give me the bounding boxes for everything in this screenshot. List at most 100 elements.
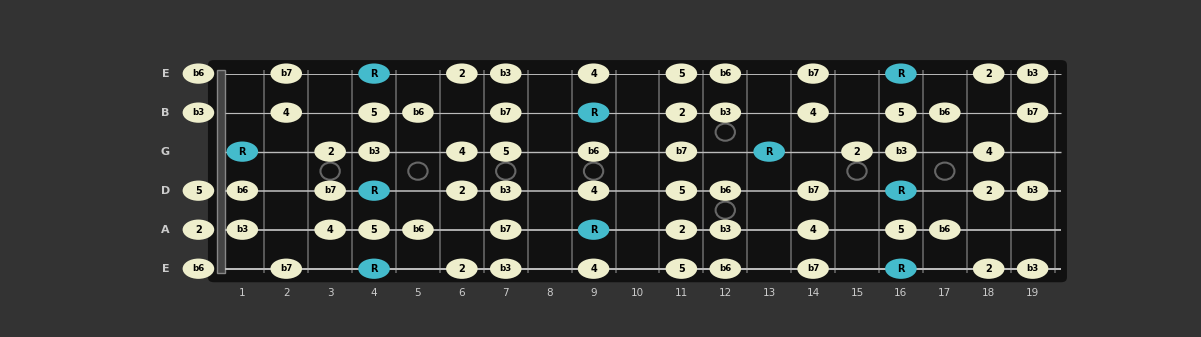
Text: b3: b3 <box>192 108 204 117</box>
Ellipse shape <box>578 258 609 279</box>
Ellipse shape <box>1017 258 1048 279</box>
Ellipse shape <box>578 63 609 84</box>
Text: 6: 6 <box>459 288 465 298</box>
Text: 4: 4 <box>809 225 817 235</box>
Text: b6: b6 <box>719 264 731 273</box>
Ellipse shape <box>183 219 214 240</box>
Ellipse shape <box>578 219 609 240</box>
Text: b7: b7 <box>280 264 292 273</box>
Text: 2: 2 <box>195 225 202 235</box>
Text: b7: b7 <box>807 186 819 195</box>
Text: 4: 4 <box>283 108 289 118</box>
Ellipse shape <box>665 142 697 162</box>
Ellipse shape <box>315 219 346 240</box>
Ellipse shape <box>710 63 741 84</box>
Text: 17: 17 <box>938 288 951 298</box>
Ellipse shape <box>885 102 916 123</box>
FancyBboxPatch shape <box>217 70 225 273</box>
Ellipse shape <box>885 181 916 201</box>
Text: 13: 13 <box>763 288 776 298</box>
Text: R: R <box>370 264 378 274</box>
Text: 11: 11 <box>675 288 688 298</box>
Ellipse shape <box>973 63 1004 84</box>
Text: 14: 14 <box>806 288 820 298</box>
Ellipse shape <box>446 142 478 162</box>
Text: b6: b6 <box>939 108 951 117</box>
FancyBboxPatch shape <box>205 58 1069 284</box>
Text: 1: 1 <box>239 288 246 298</box>
Text: b7: b7 <box>807 69 819 78</box>
Ellipse shape <box>358 219 390 240</box>
Ellipse shape <box>797 102 829 123</box>
Text: b7: b7 <box>324 186 336 195</box>
Text: b6: b6 <box>192 264 204 273</box>
Text: 5: 5 <box>371 225 377 235</box>
Text: R: R <box>370 69 378 79</box>
Ellipse shape <box>753 142 785 162</box>
Text: 5: 5 <box>679 69 685 79</box>
Ellipse shape <box>446 181 478 201</box>
Ellipse shape <box>797 181 829 201</box>
Text: 4: 4 <box>590 264 597 274</box>
Text: b7: b7 <box>500 108 512 117</box>
Ellipse shape <box>490 258 521 279</box>
Ellipse shape <box>490 181 521 201</box>
Text: R: R <box>897 186 904 196</box>
Ellipse shape <box>1017 181 1048 201</box>
Text: 2: 2 <box>459 69 465 79</box>
Text: 4: 4 <box>590 69 597 79</box>
Text: b7: b7 <box>675 147 687 156</box>
Text: 2: 2 <box>679 108 685 118</box>
Text: b6: b6 <box>192 69 204 78</box>
Ellipse shape <box>183 63 214 84</box>
Ellipse shape <box>578 142 609 162</box>
Text: E: E <box>162 264 169 274</box>
Text: R: R <box>370 186 378 196</box>
Text: 9: 9 <box>590 288 597 298</box>
Text: R: R <box>897 264 904 274</box>
Ellipse shape <box>930 102 961 123</box>
Ellipse shape <box>490 102 521 123</box>
Text: b6: b6 <box>719 69 731 78</box>
Ellipse shape <box>578 102 609 123</box>
Ellipse shape <box>315 142 346 162</box>
Ellipse shape <box>665 63 697 84</box>
Ellipse shape <box>665 258 697 279</box>
Text: b3: b3 <box>719 225 731 234</box>
Text: b6: b6 <box>719 186 731 195</box>
Text: b3: b3 <box>237 225 249 234</box>
Ellipse shape <box>402 219 434 240</box>
Text: 5: 5 <box>414 288 422 298</box>
Ellipse shape <box>885 63 916 84</box>
Ellipse shape <box>841 142 873 162</box>
Ellipse shape <box>183 258 214 279</box>
Ellipse shape <box>358 258 390 279</box>
Ellipse shape <box>446 63 478 84</box>
Ellipse shape <box>973 181 1004 201</box>
Text: 12: 12 <box>718 288 731 298</box>
Text: b3: b3 <box>1027 186 1039 195</box>
Text: 2: 2 <box>985 69 992 79</box>
Text: b6: b6 <box>412 108 424 117</box>
Text: 2: 2 <box>985 186 992 196</box>
Text: b7: b7 <box>1027 108 1039 117</box>
Ellipse shape <box>885 219 916 240</box>
Text: 5: 5 <box>897 225 904 235</box>
Text: 15: 15 <box>850 288 864 298</box>
Text: b3: b3 <box>719 108 731 117</box>
Ellipse shape <box>797 219 829 240</box>
Text: R: R <box>590 225 597 235</box>
Text: 3: 3 <box>327 288 334 298</box>
Ellipse shape <box>227 181 258 201</box>
Ellipse shape <box>183 181 214 201</box>
Text: 4: 4 <box>327 225 334 235</box>
Text: 5: 5 <box>195 186 202 196</box>
Text: 4: 4 <box>985 147 992 157</box>
Text: 7: 7 <box>502 288 509 298</box>
Text: 2: 2 <box>985 264 992 274</box>
Ellipse shape <box>1017 102 1048 123</box>
Text: b7: b7 <box>807 264 819 273</box>
Text: 5: 5 <box>679 186 685 196</box>
Text: b6: b6 <box>237 186 249 195</box>
Text: D: D <box>161 186 171 196</box>
